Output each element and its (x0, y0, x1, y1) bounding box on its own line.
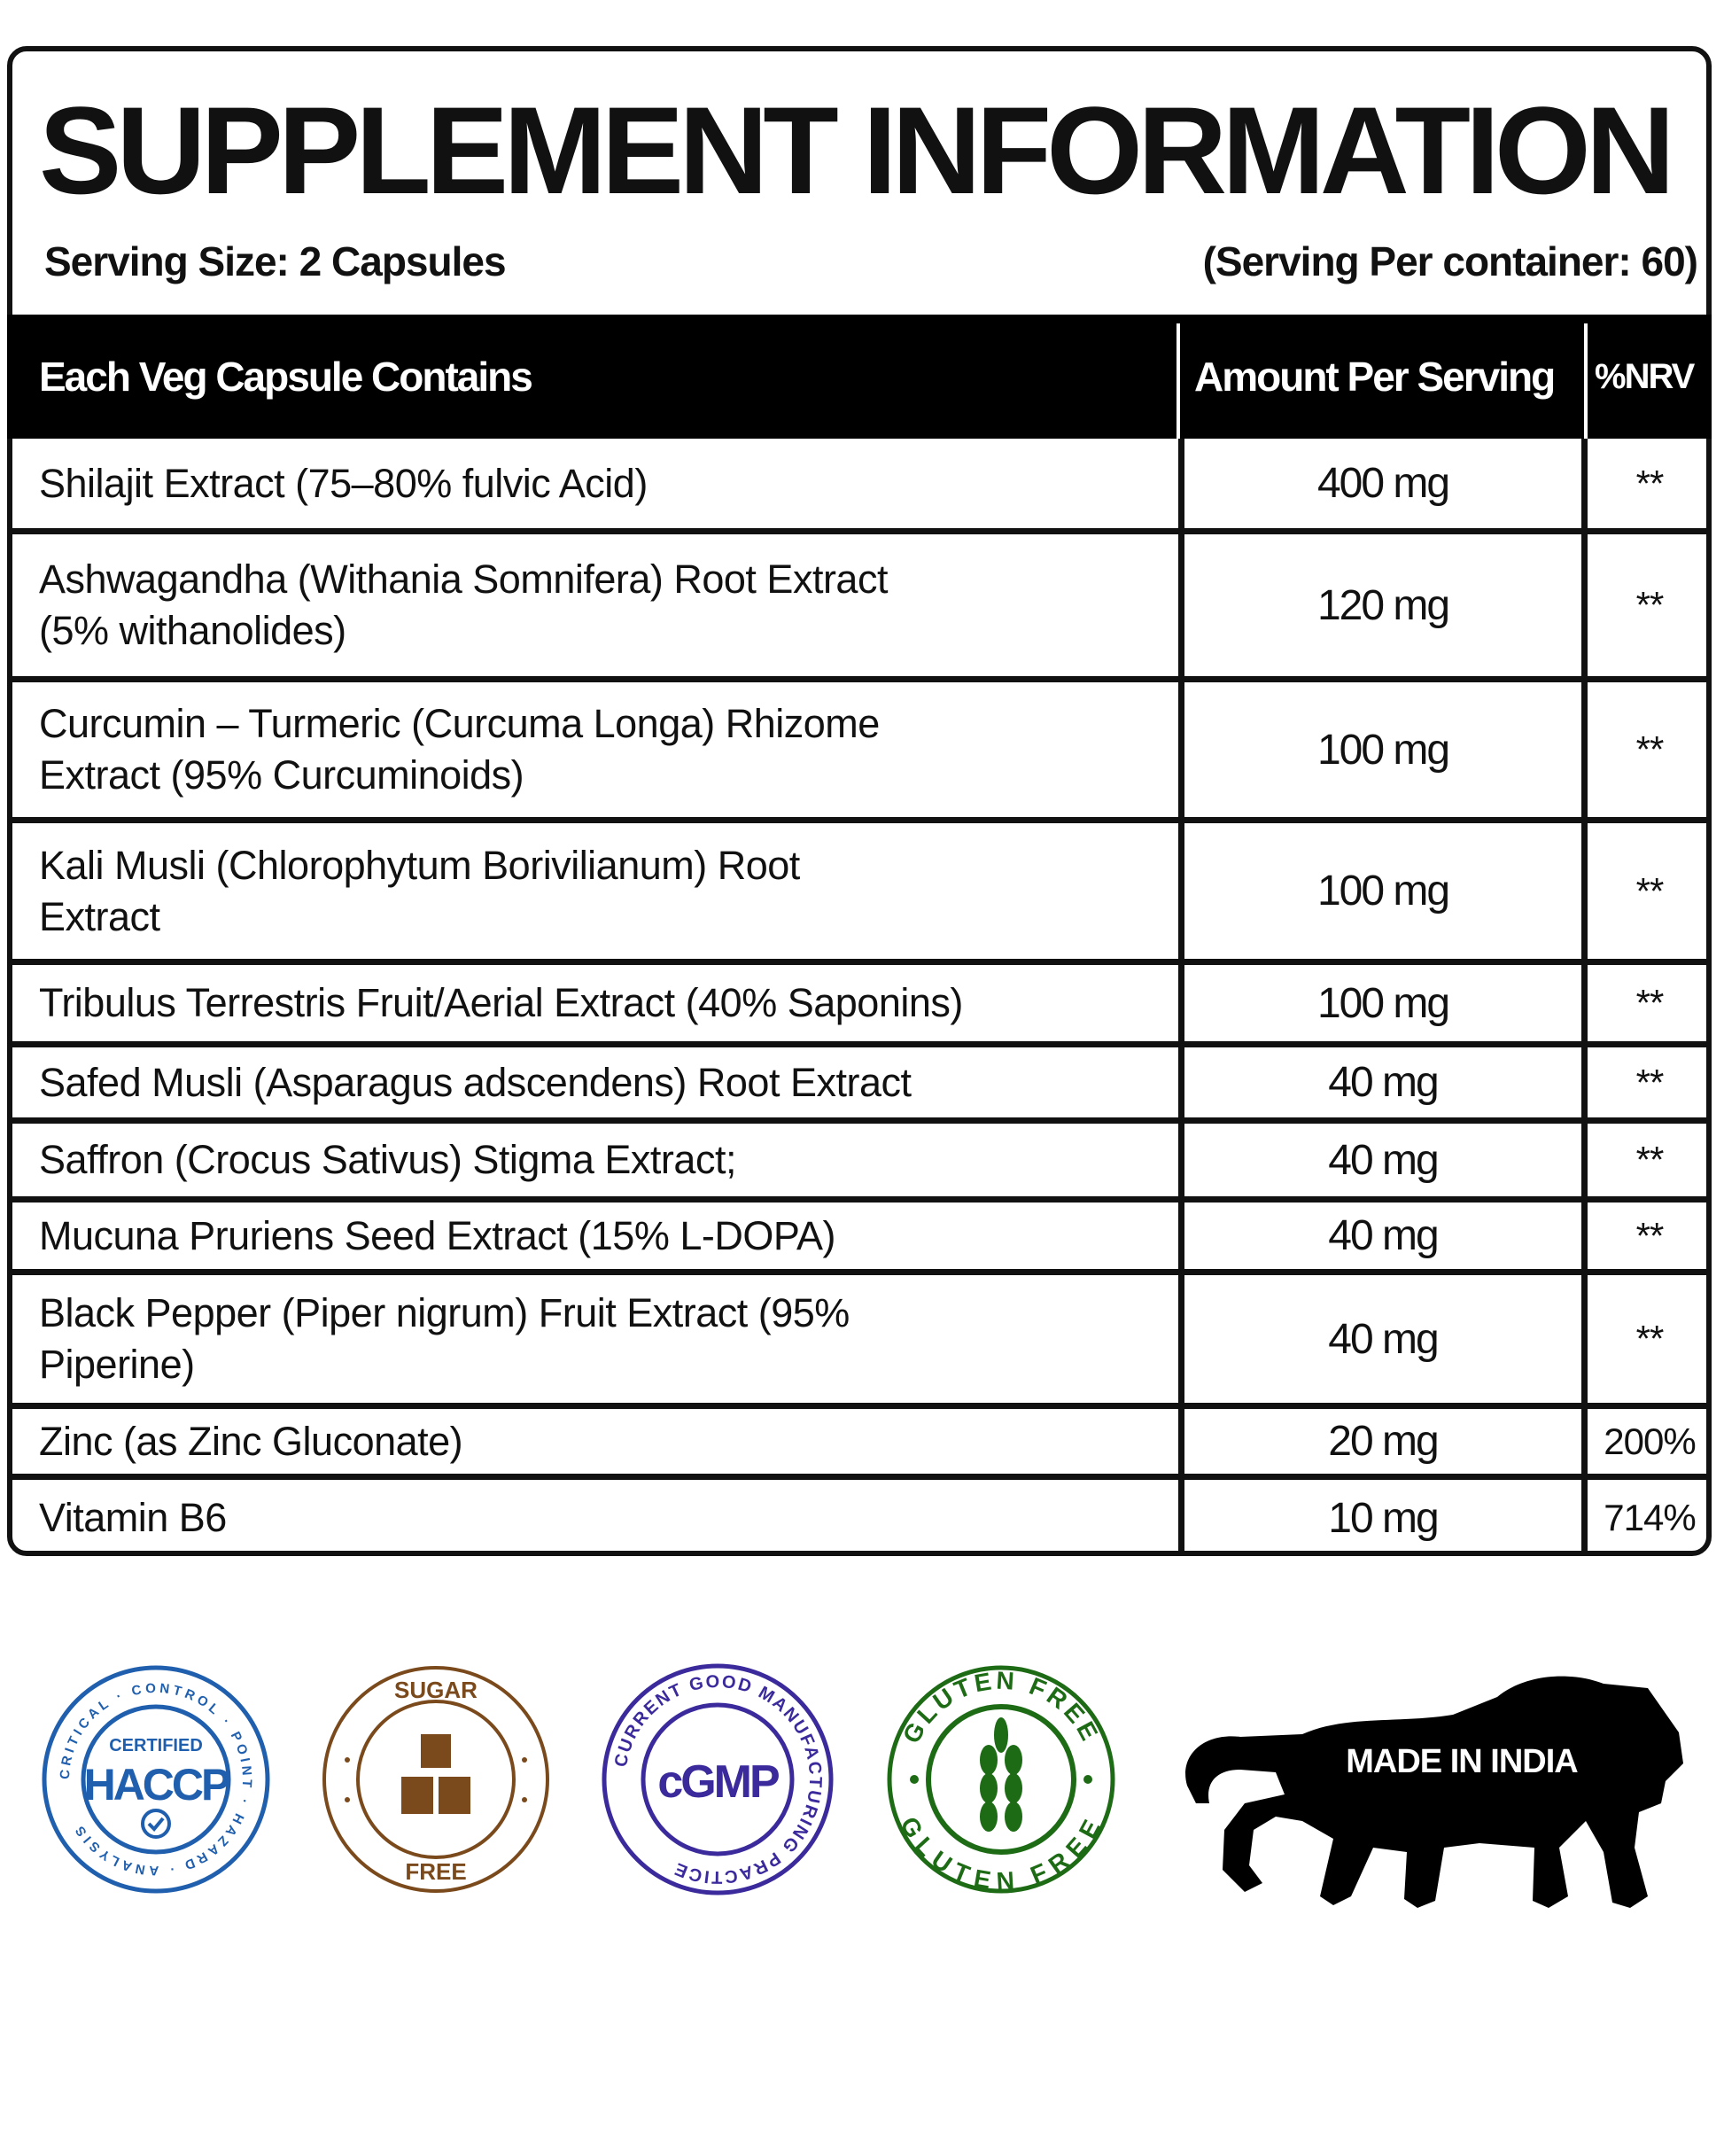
check-shield-icon (141, 1809, 171, 1839)
header-amount: Amount Per Serving (1194, 354, 1556, 400)
table-row: Curcumin – Turmeric (Curcuma Longa) Rhiz… (7, 676, 1712, 817)
ingredient-name: Saffron (Crocus Sativus) Stigma Extract; (39, 1137, 736, 1182)
ingredient-nrv: 714% (1604, 1497, 1696, 1538)
table-row: Mucuna Pruriens Seed Extract (15% L-DOPA… (7, 1196, 1712, 1269)
ingredient-amount: 120 mg (1178, 534, 1588, 676)
table-row: Saffron (Crocus Sativus) Stigma Extract;… (7, 1117, 1712, 1196)
ingredient-amount: 100 mg (1178, 823, 1588, 959)
svg-text:HACCP: HACCP (84, 1760, 229, 1810)
svg-text:cGMP: cGMP (657, 1756, 779, 1808)
ingredient-name: Zinc (as Zinc Gluconate) (39, 1418, 463, 1464)
ingredient-name: Black Pepper (Piper nigrum) Fruit Extrac… (39, 1290, 850, 1387)
lion-icon (1185, 1676, 1683, 1908)
table-row: Tribulus Terrestris Fruit/Aerial Extract… (7, 959, 1712, 1041)
ingredient-name: Mucuna Pruriens Seed Extract (15% L-DOPA… (39, 1212, 836, 1258)
ingredient-name: Tribulus Terrestris Fruit/Aerial Extract… (39, 980, 963, 1025)
ingredient-amount: 400 mg (1178, 439, 1588, 528)
ingredient-nrv: ** (1635, 869, 1665, 912)
ingredient-nrv: ** (1635, 1214, 1665, 1257)
ingredient-nrv: ** (1635, 1318, 1665, 1359)
supplement-panel (7, 46, 1712, 1556)
ingredient-name: Vitamin B6 (39, 1495, 227, 1540)
ingredient-nrv: 200% (1604, 1420, 1696, 1462)
serving-size: Serving Size: 2 Capsules (44, 238, 507, 284)
haccp-badge: CRITICAL · CONTROL · POINT · HAZARD · AN… (42, 1665, 270, 1894)
ingredient-name: Kali Musli (Chlorophytum Borivilianum) R… (39, 842, 800, 939)
ingredient-amount: 40 mg (1178, 1124, 1588, 1196)
table-row: Kali Musli (Chlorophytum Borivilianum) R… (7, 817, 1712, 959)
header-nrv: %NRV (1595, 356, 1695, 396)
table-row: Black Pepper (Piper nigrum) Fruit Extrac… (7, 1269, 1712, 1403)
ingredient-name: Ashwagandha (Withania Somnifera) Root Ex… (39, 557, 888, 653)
servings-per-container: (Serving Per container: 60) (1202, 238, 1698, 284)
table-row: Ashwagandha (Withania Somnifera) Root Ex… (7, 528, 1712, 676)
svg-text:MADE IN INDIA: MADE IN INDIA (1346, 1743, 1578, 1780)
svg-text:SUGAR: SUGAR (394, 1677, 478, 1703)
ingredient-amount: 40 mg (1178, 1275, 1588, 1403)
table-row: Shilajit Extract (75–80% fulvic Acid) 400… (7, 439, 1712, 528)
ingredient-amount: 40 mg (1178, 1047, 1588, 1117)
header-ingredient: Each Veg Capsule Contains (39, 354, 533, 400)
ingredient-name: Safed Musli (Asparagus adscendens) Root … (39, 1059, 912, 1105)
ingredient-nrv: ** (1635, 982, 1665, 1024)
svg-text:CERTIFIED: CERTIFIED (109, 1736, 203, 1755)
ingredient-amount: 100 mg (1178, 965, 1588, 1041)
ingredient-nrv: ** (1635, 1061, 1665, 1103)
table-row: Zinc (as Zinc Gluconate) 20 mg 200% (7, 1403, 1712, 1474)
ingredient-amount: 100 mg (1178, 682, 1588, 817)
ingredient-nrv: ** (1635, 1139, 1665, 1180)
made-in-india-badge: MADE IN INDIA (1185, 1676, 1683, 1908)
table-row: Safed Musli (Asparagus adscendens) Root … (7, 1041, 1712, 1117)
table-header: Each Veg Capsule Contains Amount Per Ser… (7, 315, 1712, 439)
svg-text:FREE: FREE (405, 1858, 466, 1885)
header-divider (1584, 323, 1588, 439)
sugar-free-badge: SUGAR FREE (322, 1666, 549, 1893)
ingredient-amount: 20 mg (1178, 1409, 1588, 1474)
ingredient-amount: 10 mg (1178, 1480, 1588, 1556)
header-divider (1177, 323, 1180, 439)
cgmp-badge: CURRENT GOOD MANUFACTURING PRACTICE cGMP (602, 1663, 834, 1895)
page-title: SUPPLEMENT INFORMATION (39, 81, 1675, 220)
wheat-icon (980, 1717, 1022, 1832)
ingredient-name: Shilajit Extract (75–80% fulvic Acid) (39, 460, 648, 506)
ingredient-nrv: ** (1635, 728, 1665, 770)
ingredient-nrv: ** (1635, 584, 1665, 626)
sugar-cubes-icon (400, 1732, 472, 1816)
table-row: Vitamin B6 10 mg 714% (7, 1474, 1712, 1556)
gluten-free-badge: GLUTEN FREE GLUTEN FREE (887, 1665, 1115, 1895)
ingredient-amount: 40 mg (1178, 1203, 1588, 1269)
ingredient-name: Curcumin – Turmeric (Curcuma Longa) Rhiz… (39, 701, 880, 798)
ingredient-nrv: ** (1635, 462, 1665, 504)
